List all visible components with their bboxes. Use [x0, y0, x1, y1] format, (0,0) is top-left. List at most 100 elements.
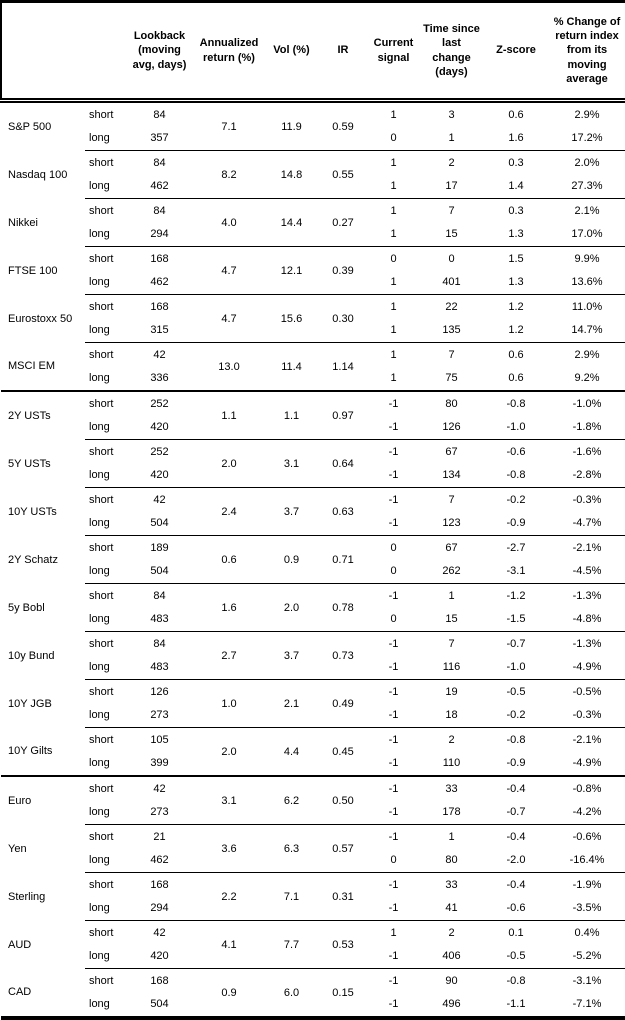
lookback-value: 462 [150, 180, 169, 193]
vol-value: 3.7 [264, 487, 319, 536]
pct-change-value: 2.1% [549, 198, 625, 223]
leg-label-long: long [89, 324, 110, 337]
annualized-return-value: 4.7 [194, 246, 264, 295]
asset-name: 5Y USTs [8, 457, 51, 470]
asset-name: S&P 500 [8, 120, 52, 133]
current-signal-value: 1 [390, 276, 397, 289]
z-score-value: 0.1 [483, 920, 549, 945]
ir-value: 0.55 [319, 150, 367, 199]
ir-value: 0.27 [319, 198, 367, 247]
ir-value: 0.49 [319, 679, 367, 728]
z-score-value: 0.6 [508, 372, 524, 385]
annualized-return-value: 1.0 [194, 679, 264, 728]
lookback-value: 483 [150, 661, 169, 674]
asset-name: 2Y USTs [1, 390, 85, 440]
lookback-value: 420 [150, 950, 169, 963]
current-signal-value: 1 [390, 372, 397, 385]
current-signal-value: 1 [390, 108, 397, 121]
current-signal-value: -1 [367, 968, 420, 993]
table-row-long: long 294 -1 41 -0.6 -3.5% [1, 897, 625, 921]
pct-change-value: 2.9% [574, 108, 600, 121]
vol-value: 1.1 [264, 390, 319, 440]
current-signal-value: 0 [390, 854, 397, 867]
z-score-value: 0.3 [483, 198, 549, 223]
z-score-value: -0.6 [506, 902, 526, 915]
annualized-return-value: 3.6 [194, 824, 264, 873]
lookback-value: 483 [150, 613, 169, 626]
time-since-value: 2 [420, 920, 483, 945]
z-score-value: -2.0 [506, 854, 526, 867]
pct-change-value: -4.8% [572, 613, 602, 626]
current-signal-value: -1 [388, 661, 399, 674]
ir-value: 0.63 [319, 487, 367, 536]
time-since-value: 41 [445, 902, 458, 915]
asset-name: Euro [1, 775, 85, 825]
pct-change-value: 27.3% [571, 180, 603, 193]
lookback-value: 189 [125, 535, 194, 560]
leg-label-short: short [85, 583, 125, 608]
leg-label-long: long [89, 276, 110, 289]
leg-label-short: short [85, 920, 125, 945]
pct-change-value: -4.9% [572, 661, 602, 674]
pct-change-value: -1.9% [549, 872, 625, 897]
table-row-long: long 294 1 15 1.3 17.0% [1, 223, 625, 247]
leg-label-long: long [89, 372, 110, 385]
z-score-value: -0.2 [483, 487, 549, 512]
time-since-value: 116 [442, 661, 461, 674]
column-header-pct-change: % Change of return index from its moving… [549, 0, 625, 103]
vol-value: 2.0 [264, 583, 319, 632]
vol-value: 6.2 [264, 775, 319, 825]
current-signal-value: 1 [367, 294, 420, 319]
leg-label-short: short [85, 246, 125, 271]
column-header-lookback: Lookback (moving avg, days) [125, 0, 194, 103]
table-row-short: Sterling short 168 2.2 7.1 0.31 -1 33 -0.4 -1.9% [1, 872, 625, 921]
ir-value: 0.97 [319, 390, 367, 440]
z-score-value: 1.2 [483, 294, 549, 319]
table-row-short: Yen short 21 3.6 6.3 0.57 -1 1 -0.4 -0.6% [1, 824, 625, 873]
time-since-value: 67 [420, 439, 483, 464]
current-signal-value: -1 [367, 775, 420, 801]
z-score-value: -1.0 [506, 661, 526, 674]
z-score-value: 0.6 [508, 108, 524, 121]
current-signal-value: 1 [367, 198, 420, 223]
time-since-value: 33 [420, 872, 483, 897]
time-since-value: 80 [445, 854, 458, 867]
vol-value: 7.7 [264, 920, 319, 969]
lookback-value: 168 [125, 294, 194, 319]
current-signal-value: -1 [367, 487, 420, 512]
pct-change-value: -1.8% [572, 421, 602, 434]
lookback-value: 84 [125, 583, 194, 608]
leg-label-short: short [85, 824, 125, 849]
time-since-value: 3 [448, 108, 455, 121]
lookback-value: 105 [125, 727, 194, 752]
vol-value: 6.3 [264, 824, 319, 873]
vol-value: 15.6 [264, 294, 319, 343]
table-row-long: long 357 0 1 1.6 17.2% [1, 127, 625, 151]
current-signal-value: -1 [367, 727, 420, 752]
pct-change-value: -2.1% [549, 727, 625, 752]
current-signal-value: 1 [367, 150, 420, 175]
table-row-long: long 483 -1 116 -1.0 -4.9% [1, 656, 625, 680]
leg-label-short: short [85, 487, 125, 512]
leg-label-long: long [89, 709, 110, 722]
annualized-return-value: 2.4 [194, 487, 264, 536]
pct-change-value: 17.2% [571, 132, 603, 145]
z-score-value: -0.5 [506, 950, 526, 963]
leg-label-short: short [85, 631, 125, 656]
pct-change-value: -3.5% [572, 902, 602, 915]
table-row-short: 10Y USTs short 42 2.4 3.7 0.63 -1 7 -0.2 -0.3% [1, 487, 625, 536]
z-score-value: -0.5 [483, 679, 549, 704]
ir-value: 0.59 [332, 120, 354, 133]
time-since-value: 22 [420, 294, 483, 319]
asset-name: 10y Bund [8, 649, 55, 662]
time-since-value: 75 [445, 372, 458, 385]
column-header-time-since: Time since last change (days) [420, 0, 483, 103]
current-signal-value: -1 [367, 824, 420, 849]
z-score-value: -0.4 [483, 872, 549, 897]
pct-change-value: 13.6% [571, 276, 603, 289]
lookback-value: 42 [125, 775, 194, 801]
vol-value: 3.1 [264, 439, 319, 488]
time-since-value: 0 [420, 246, 483, 271]
annualized-return-value: 2.7 [194, 631, 264, 680]
z-score-value: 1.3 [508, 228, 524, 241]
